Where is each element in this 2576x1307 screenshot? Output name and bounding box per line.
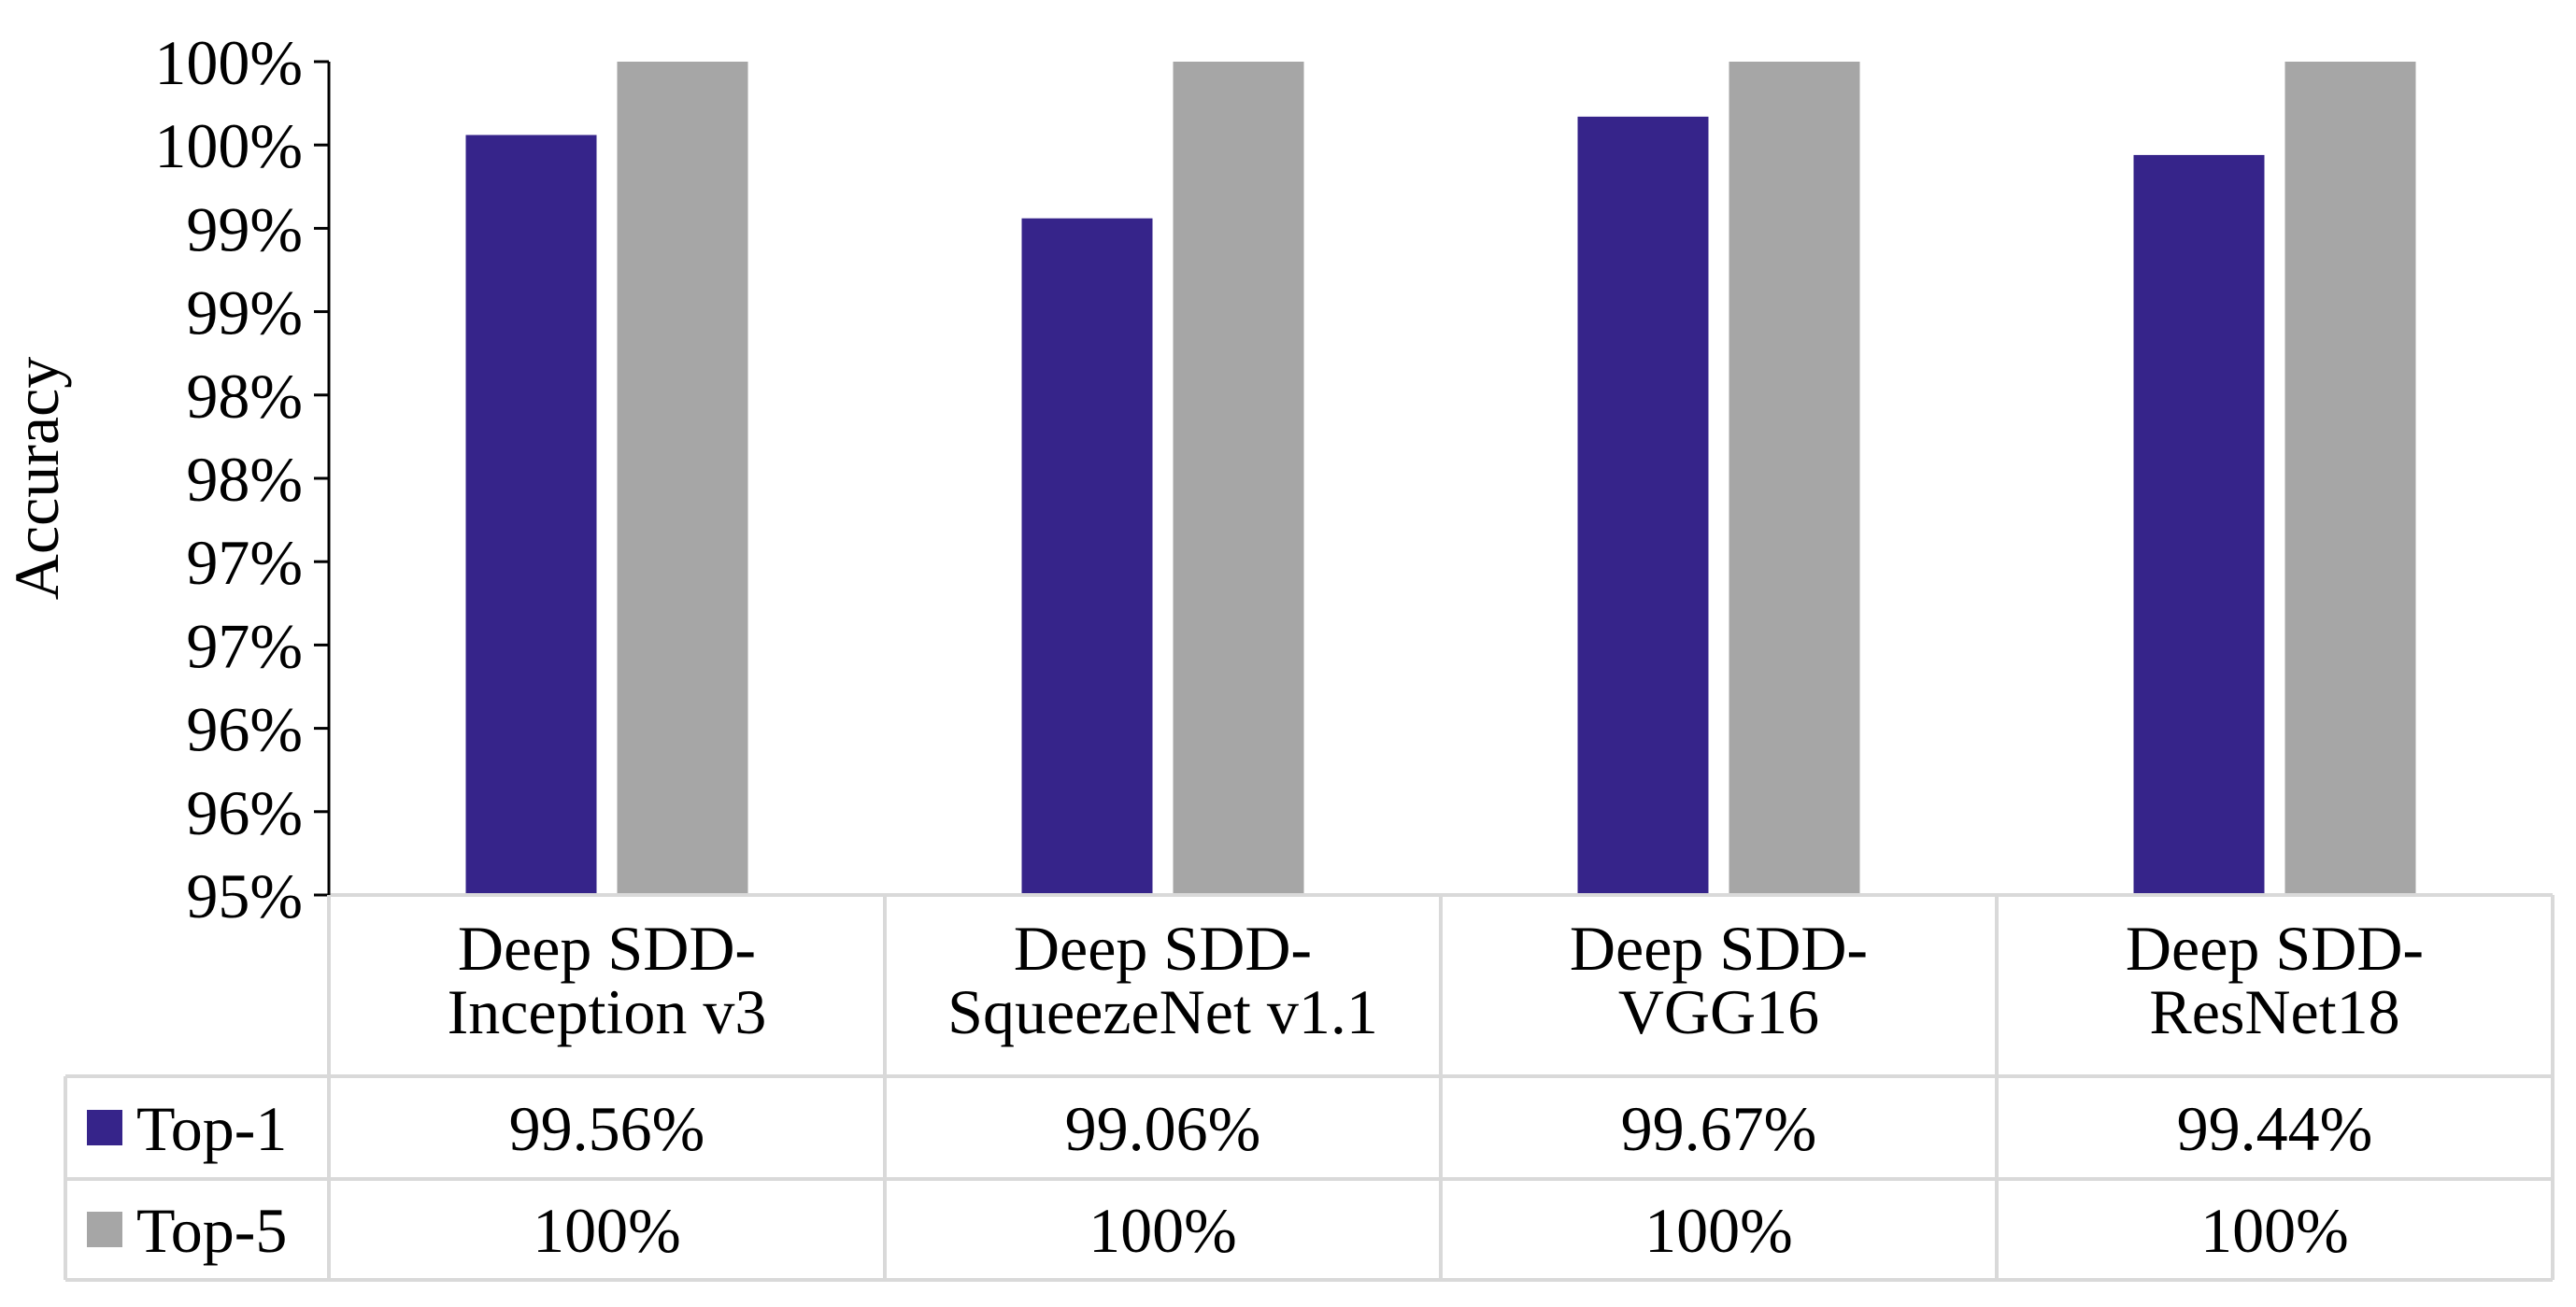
legend-label-top-5: Top-5 [136,1195,287,1266]
data-label-top-5: 100% [1089,1195,1237,1266]
bar-top-1 [1577,116,1709,895]
category-label: Deep SDD- [2126,913,2424,984]
bar-top-1 [2133,154,2265,896]
bar-top-1 [465,135,597,896]
category-label: SqueezeNet v1.1 [947,976,1378,1047]
category-label: ResNet18 [2149,976,2399,1047]
category-label: VGG16 [1618,976,1819,1047]
y-tick-label: 95% [186,860,303,931]
y-tick-label: 100% [154,110,303,181]
category-label: Inception v3 [448,976,767,1047]
bar-top-5 [1173,62,1304,895]
y-tick-label: 96% [186,694,303,765]
data-label-top-5: 100% [533,1195,681,1266]
legend-swatch-top-5 [87,1212,122,1247]
data-label-top-1: 99.06% [1065,1093,1261,1164]
bar-top-5 [1729,62,1860,895]
bar-top-1 [1021,218,1153,896]
category-label: Deep SDD- [1014,913,1312,984]
bars [465,62,2416,896]
category-label: Deep SDD- [1570,913,1868,984]
bar-top-5 [2284,62,2416,895]
y-axis-ticks: 95% 96% 96% 97% 97% 98% 98% 99% 99% 100% 100% [154,27,329,931]
y-tick-label: 97% [186,610,303,681]
y-tick-label: 99% [186,193,303,264]
y-tick-label: 98% [186,444,303,515]
bar-top-5 [617,62,748,895]
y-tick-label: 98% [186,361,303,432]
y-tick-label: 97% [186,527,303,598]
y-tick-label: 99% [186,277,303,348]
category-label: Deep SDD- [458,913,756,984]
y-tick-label: 96% [186,777,303,848]
data-label-top-1: 99.44% [2177,1093,2373,1164]
legend-label-top-1: Top-1 [136,1093,287,1164]
data-table-legend: Top-1 Top-5 [87,1093,287,1266]
y-axis-title: Accuracy [1,357,72,600]
data-table-grid [64,893,2555,1282]
data-label-top-5: 100% [2200,1195,2349,1266]
data-label-top-1: 99.67% [1621,1093,1817,1164]
legend-swatch-top-1 [87,1110,122,1145]
data-label-top-5: 100% [1644,1195,1793,1266]
data-table-values: 99.56% 99.06% 99.67% 99.44% 100% 100% 100% 100% [509,1093,2373,1266]
y-tick-label: 100% [154,27,303,98]
data-label-top-1: 99.56% [509,1093,705,1164]
